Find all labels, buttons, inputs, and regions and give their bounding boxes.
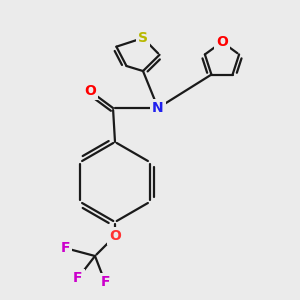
Text: N: N (152, 101, 164, 115)
Text: O: O (216, 35, 228, 49)
Text: F: F (60, 241, 70, 255)
Text: S: S (138, 31, 148, 45)
Text: O: O (84, 84, 96, 98)
Text: F: F (73, 271, 83, 285)
Text: F: F (100, 275, 110, 289)
Text: O: O (109, 229, 121, 243)
